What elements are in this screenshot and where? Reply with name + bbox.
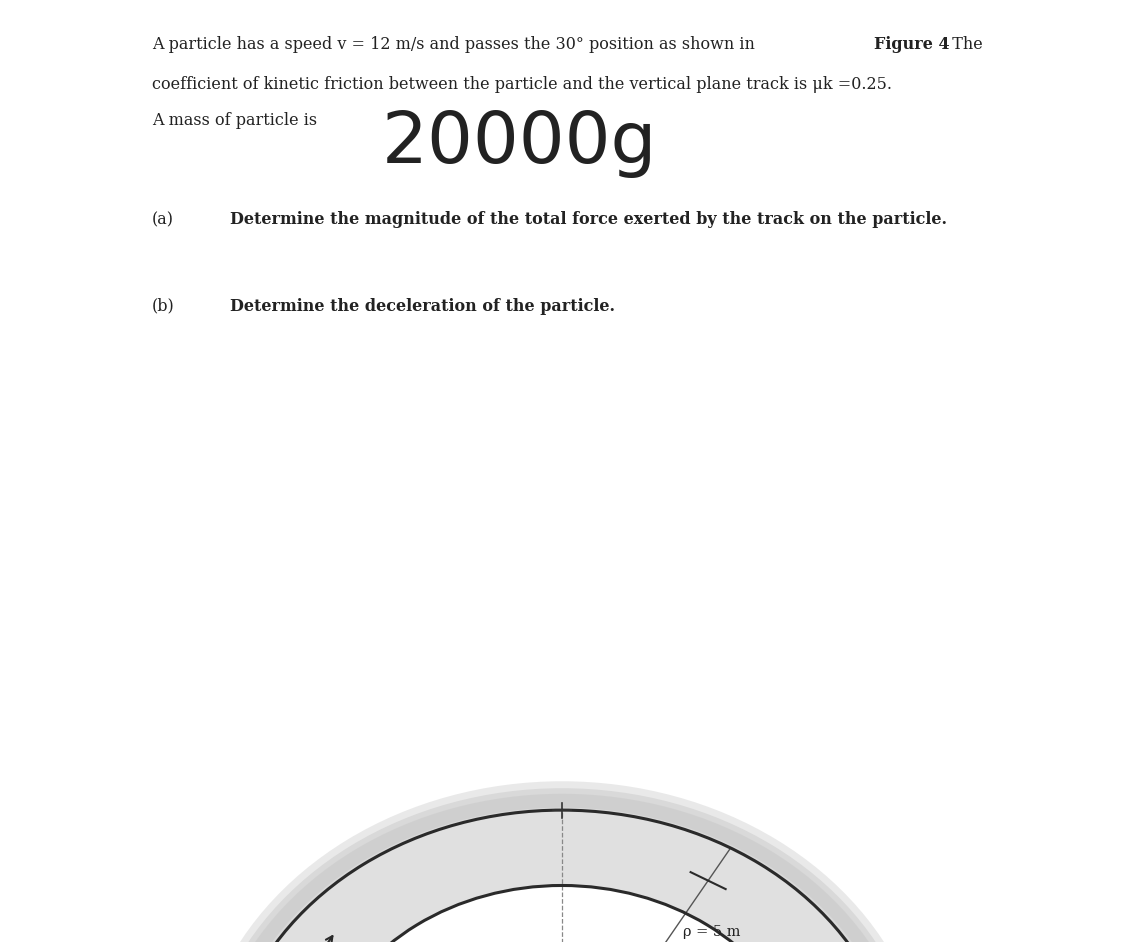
Text: (b): (b) xyxy=(152,298,174,315)
Text: Determine the deceleration of the particle.: Determine the deceleration of the partic… xyxy=(230,298,616,315)
Text: coefficient of kinetic friction between the particle and the vertical plane trac: coefficient of kinetic friction between … xyxy=(152,76,891,93)
Text: A mass of particle is: A mass of particle is xyxy=(152,112,321,129)
Polygon shape xyxy=(242,810,882,942)
Text: . The: . The xyxy=(942,36,982,53)
Text: ρ = 5 m: ρ = 5 m xyxy=(683,924,741,938)
Text: Figure 4: Figure 4 xyxy=(874,36,950,53)
Text: Determine the magnitude of the total force exerted by the track on the particle.: Determine the magnitude of the total for… xyxy=(230,211,948,228)
Text: A particle has a speed v = 12 m/s and passes the 30° position as shown in: A particle has a speed v = 12 m/s and pa… xyxy=(152,36,760,53)
Text: 20000g: 20000g xyxy=(382,109,658,178)
Text: (a): (a) xyxy=(152,211,174,228)
